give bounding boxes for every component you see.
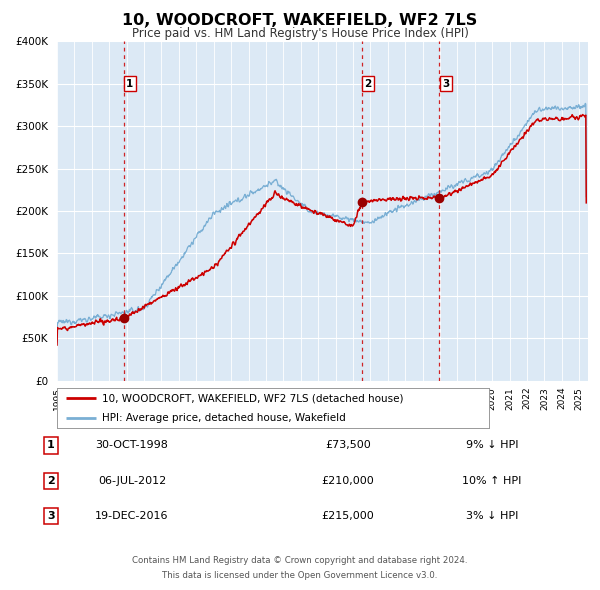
Text: 10, WOODCROFT, WAKEFIELD, WF2 7LS: 10, WOODCROFT, WAKEFIELD, WF2 7LS — [122, 13, 478, 28]
Text: 2: 2 — [47, 476, 55, 486]
Text: 06-JUL-2012: 06-JUL-2012 — [98, 476, 166, 486]
Text: 30-OCT-1998: 30-OCT-1998 — [95, 441, 169, 450]
Text: 19-DEC-2016: 19-DEC-2016 — [95, 512, 169, 521]
Text: This data is licensed under the Open Government Licence v3.0.: This data is licensed under the Open Gov… — [163, 571, 437, 579]
Text: 3: 3 — [47, 512, 55, 521]
Text: 10% ↑ HPI: 10% ↑ HPI — [463, 476, 521, 486]
Text: £73,500: £73,500 — [325, 441, 371, 450]
Text: 3% ↓ HPI: 3% ↓ HPI — [466, 512, 518, 521]
Text: 3: 3 — [442, 78, 449, 88]
Text: 10, WOODCROFT, WAKEFIELD, WF2 7LS (detached house): 10, WOODCROFT, WAKEFIELD, WF2 7LS (detac… — [103, 394, 404, 404]
Text: 1: 1 — [126, 78, 134, 88]
Text: 1: 1 — [47, 441, 55, 450]
Text: £210,000: £210,000 — [322, 476, 374, 486]
Text: 9% ↓ HPI: 9% ↓ HPI — [466, 441, 518, 450]
Text: Price paid vs. HM Land Registry's House Price Index (HPI): Price paid vs. HM Land Registry's House … — [131, 27, 469, 40]
Text: Contains HM Land Registry data © Crown copyright and database right 2024.: Contains HM Land Registry data © Crown c… — [132, 556, 468, 565]
Text: HPI: Average price, detached house, Wakefield: HPI: Average price, detached house, Wake… — [103, 413, 346, 422]
Text: £215,000: £215,000 — [322, 512, 374, 521]
Text: 2: 2 — [364, 78, 372, 88]
